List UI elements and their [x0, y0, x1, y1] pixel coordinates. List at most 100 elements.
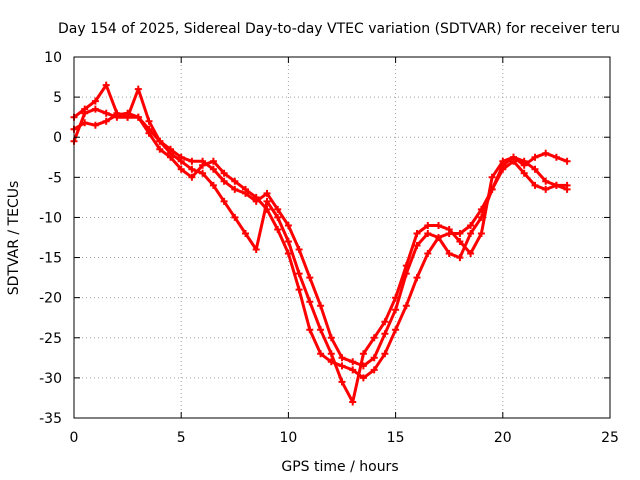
data-point — [359, 350, 367, 358]
data-point — [134, 85, 142, 93]
data-point — [349, 366, 357, 374]
data-point — [91, 121, 99, 129]
x-axis-label: GPS time / hours — [281, 459, 398, 475]
data-point — [274, 226, 282, 233]
data-point — [542, 177, 550, 185]
data-point — [231, 185, 239, 193]
data-point — [242, 189, 249, 197]
data-point — [134, 113, 142, 121]
plot-frame — [73, 56, 611, 419]
chart-title: Day 154 of 2025, Sidereal Day-to-day VTE… — [58, 21, 620, 37]
data-point — [499, 165, 507, 173]
data-point — [370, 354, 378, 362]
data-point — [424, 230, 432, 237]
data-point — [156, 137, 164, 145]
x-tick-label: 10 — [279, 430, 297, 446]
data-point — [145, 117, 153, 125]
data-point — [188, 173, 196, 181]
data-point — [488, 173, 496, 181]
y-tick-label: 10 — [44, 50, 62, 66]
data-point — [477, 213, 485, 221]
data-point — [327, 334, 335, 342]
data-point — [392, 326, 400, 334]
data-point — [102, 109, 110, 117]
data-point — [220, 177, 228, 185]
data-point — [456, 238, 464, 245]
data-point — [510, 157, 517, 165]
data-point — [563, 181, 571, 189]
x-tick-label: 25 — [601, 430, 619, 446]
data-point — [349, 398, 357, 406]
data-point — [295, 286, 303, 294]
y-tick-label: 5 — [53, 90, 62, 106]
data-point — [327, 350, 335, 358]
y-tick-label: -15 — [39, 251, 62, 267]
data-point — [477, 230, 485, 237]
data-point — [199, 157, 207, 165]
series-line-1 — [72, 111, 569, 380]
data-point — [274, 205, 282, 213]
data-point — [392, 306, 400, 314]
data-point — [456, 230, 464, 237]
data-point — [284, 222, 292, 229]
data-point — [467, 222, 475, 229]
data-point — [531, 181, 539, 189]
data-point — [295, 246, 303, 253]
data-point — [188, 165, 196, 173]
data-point — [359, 362, 367, 370]
data-point — [81, 109, 89, 117]
data-point — [124, 113, 132, 121]
data-point — [113, 113, 121, 121]
data-point — [284, 250, 292, 257]
x-tick-label: 5 — [177, 430, 186, 446]
data-point — [252, 246, 260, 253]
data-point — [552, 153, 560, 161]
data-point — [435, 222, 442, 229]
data-point — [317, 302, 325, 310]
data-point — [209, 181, 217, 189]
data-point — [263, 197, 271, 205]
data-point — [424, 222, 432, 229]
y-tick-label: 0 — [53, 130, 62, 146]
data-point — [542, 149, 550, 157]
data-point — [413, 242, 421, 249]
data-point — [445, 226, 453, 233]
data-point — [531, 153, 539, 161]
data-point — [306, 298, 314, 306]
data-point — [177, 165, 185, 173]
y-tick-label: -20 — [39, 291, 62, 307]
data-point — [220, 169, 228, 177]
data-point — [542, 185, 550, 193]
y-tick-label: -30 — [39, 371, 62, 387]
data-point — [467, 230, 475, 237]
data-point — [102, 81, 110, 89]
data-point — [435, 234, 442, 241]
y-tick-label: -5 — [48, 170, 62, 186]
data-point — [209, 165, 217, 173]
data-point — [209, 157, 217, 165]
plot-area — [70, 81, 571, 406]
data-point — [381, 318, 389, 326]
x-tick-label: 20 — [494, 430, 512, 446]
y-tick-label: -10 — [39, 210, 62, 226]
data-point — [263, 189, 271, 197]
data-point — [552, 181, 560, 189]
data-point — [531, 165, 539, 173]
y-axis-label: SDTVAR / TECUs — [6, 181, 22, 296]
data-point — [252, 197, 260, 205]
data-point — [91, 97, 99, 105]
data-point — [424, 250, 432, 257]
data-point — [381, 330, 389, 338]
data-point — [402, 302, 410, 310]
data-point — [306, 274, 314, 282]
data-point — [284, 238, 292, 245]
data-point — [370, 366, 378, 374]
data-point — [413, 274, 421, 282]
data-point — [167, 145, 174, 153]
data-point — [295, 270, 303, 278]
data-point — [413, 230, 421, 237]
data-point — [231, 177, 239, 185]
data-point — [467, 250, 475, 257]
data-point — [563, 157, 571, 165]
